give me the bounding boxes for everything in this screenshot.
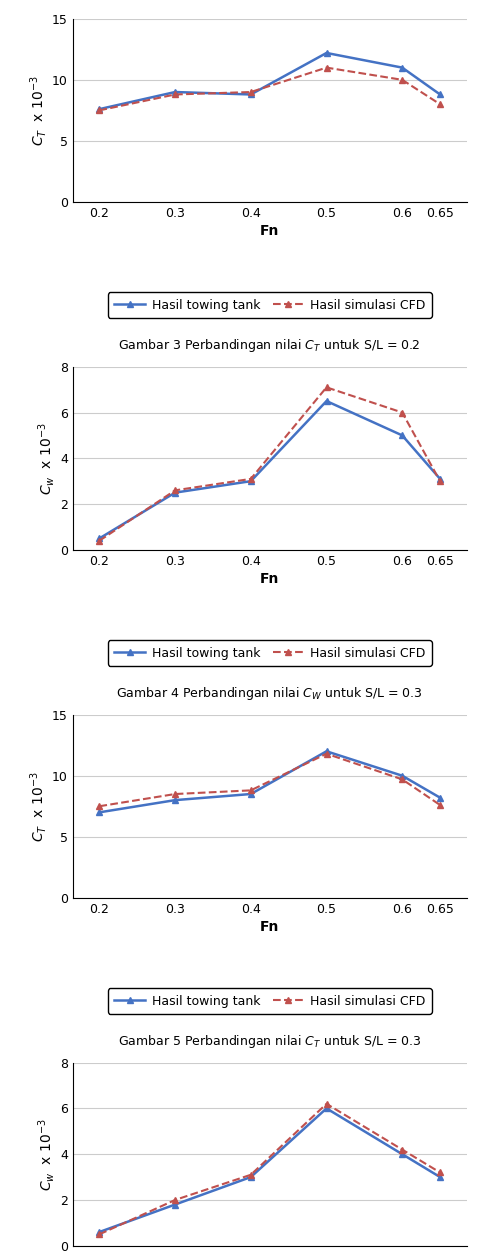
Hasil simulasi CFD bbox=[399, 1142, 405, 1157]
Hasil simulasi CFD bbox=[172, 483, 178, 498]
Hasil simulasi CFD bbox=[324, 379, 330, 394]
X-axis label: Fn: Fn bbox=[260, 920, 279, 934]
Text: Gambar 3 Perbandingan nilai $C_T$ untuk S/L = 0.2: Gambar 3 Perbandingan nilai $C_T$ untuk … bbox=[119, 338, 421, 354]
Hasil simulasi CFD bbox=[324, 1097, 330, 1112]
Legend: Hasil towing tank, Hasil simulasi CFD: Hasil towing tank, Hasil simulasi CFD bbox=[108, 293, 432, 318]
Hasil towing tank bbox=[172, 485, 178, 500]
Hasil simulasi CFD bbox=[97, 1227, 103, 1242]
Line: Hasil towing tank: Hasil towing tank bbox=[96, 50, 444, 113]
Hasil towing tank bbox=[248, 86, 254, 101]
Line: Hasil towing tank: Hasil towing tank bbox=[96, 1106, 444, 1236]
Line: Hasil towing tank: Hasil towing tank bbox=[96, 747, 444, 816]
Hasil towing tank bbox=[172, 793, 178, 808]
Hasil towing tank bbox=[248, 1169, 254, 1184]
Y-axis label: $C_T$  x 10$^{-3}$: $C_T$ x 10$^{-3}$ bbox=[28, 771, 50, 841]
Line: Hasil simulasi CFD: Hasil simulasi CFD bbox=[96, 750, 444, 810]
Text: Gambar 4 Perbandingan nilai $C_W$ untuk S/L = 0.3: Gambar 4 Perbandingan nilai $C_W$ untuk … bbox=[116, 685, 423, 702]
Hasil towing tank bbox=[324, 393, 330, 408]
Hasil simulasi CFD bbox=[172, 1192, 178, 1207]
Hasil simulasi CFD bbox=[399, 73, 405, 88]
X-axis label: Fn: Fn bbox=[260, 572, 279, 586]
Hasil towing tank bbox=[324, 45, 330, 60]
Hasil simulasi CFD bbox=[172, 786, 178, 801]
Hasil towing tank bbox=[324, 744, 330, 759]
Hasil towing tank bbox=[437, 1169, 443, 1184]
Hasil towing tank bbox=[399, 60, 405, 75]
Hasil towing tank bbox=[437, 790, 443, 805]
Hasil towing tank bbox=[97, 101, 103, 116]
Hasil towing tank bbox=[97, 1224, 103, 1239]
Y-axis label: $C_T$  x 10$^{-3}$: $C_T$ x 10$^{-3}$ bbox=[28, 75, 50, 145]
Hasil towing tank bbox=[97, 531, 103, 546]
Hasil towing tank bbox=[248, 473, 254, 488]
Y-axis label: $C_w$  x 10$^{-3}$: $C_w$ x 10$^{-3}$ bbox=[36, 422, 57, 495]
Line: Hasil simulasi CFD: Hasil simulasi CFD bbox=[96, 384, 444, 545]
Hasil simulasi CFD bbox=[97, 103, 103, 118]
Hasil simulasi CFD bbox=[437, 473, 443, 488]
Hasil simulasi CFD bbox=[399, 772, 405, 788]
Legend: Hasil towing tank, Hasil simulasi CFD: Hasil towing tank, Hasil simulasi CFD bbox=[108, 640, 432, 666]
Hasil simulasi CFD bbox=[437, 96, 443, 111]
Hasil towing tank bbox=[437, 472, 443, 487]
X-axis label: Fn: Fn bbox=[260, 224, 279, 238]
Hasil simulasi CFD bbox=[324, 60, 330, 75]
Hasil towing tank bbox=[172, 1197, 178, 1212]
Hasil simulasi CFD bbox=[324, 746, 330, 761]
Hasil towing tank bbox=[437, 86, 443, 101]
Text: Gambar 5 Perbandingan nilai $C_T$ untuk S/L = 0.3: Gambar 5 Perbandingan nilai $C_T$ untuk … bbox=[118, 1033, 421, 1050]
Hasil simulasi CFD bbox=[437, 798, 443, 813]
Hasil towing tank bbox=[248, 786, 254, 801]
Hasil simulasi CFD bbox=[172, 86, 178, 101]
Hasil towing tank bbox=[399, 1147, 405, 1162]
Hasil simulasi CFD bbox=[248, 782, 254, 798]
Legend: Hasil towing tank, Hasil simulasi CFD: Hasil towing tank, Hasil simulasi CFD bbox=[108, 988, 432, 1014]
Line: Hasil simulasi CFD: Hasil simulasi CFD bbox=[96, 64, 444, 114]
Hasil towing tank bbox=[399, 769, 405, 784]
Hasil simulasi CFD bbox=[437, 1164, 443, 1179]
Hasil simulasi CFD bbox=[97, 533, 103, 548]
Y-axis label: $C_w$  x 10$^{-3}$: $C_w$ x 10$^{-3}$ bbox=[36, 1118, 57, 1191]
Hasil simulasi CFD bbox=[248, 85, 254, 100]
Hasil towing tank bbox=[324, 1101, 330, 1116]
Hasil simulasi CFD bbox=[248, 472, 254, 487]
Hasil simulasi CFD bbox=[248, 1167, 254, 1182]
Line: Hasil simulasi CFD: Hasil simulasi CFD bbox=[96, 1101, 444, 1238]
Hasil towing tank bbox=[97, 805, 103, 820]
Line: Hasil towing tank: Hasil towing tank bbox=[96, 398, 444, 542]
Hasil simulasi CFD bbox=[97, 799, 103, 814]
Hasil simulasi CFD bbox=[399, 404, 405, 419]
Hasil towing tank bbox=[172, 85, 178, 100]
Hasil towing tank bbox=[399, 428, 405, 443]
